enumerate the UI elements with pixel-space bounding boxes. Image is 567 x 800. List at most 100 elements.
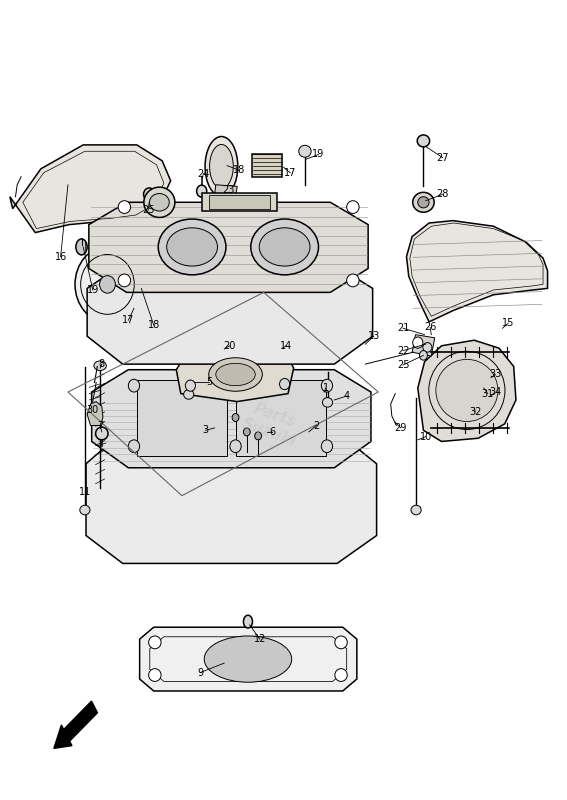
Text: 12: 12 [253, 634, 266, 644]
Polygon shape [235, 380, 326, 456]
Text: 5: 5 [206, 378, 212, 387]
Ellipse shape [259, 228, 310, 266]
Ellipse shape [150, 194, 169, 211]
Polygon shape [139, 627, 357, 691]
Ellipse shape [205, 137, 238, 196]
Ellipse shape [321, 440, 333, 453]
Ellipse shape [323, 398, 333, 407]
Text: 15: 15 [502, 318, 514, 329]
Text: 29: 29 [395, 423, 407, 433]
Ellipse shape [144, 187, 175, 218]
Text: 30: 30 [87, 406, 99, 415]
Ellipse shape [167, 228, 218, 266]
Ellipse shape [75, 246, 140, 322]
Text: 34: 34 [489, 387, 501, 397]
Text: 20: 20 [224, 341, 236, 350]
Text: 7: 7 [97, 421, 103, 430]
Text: 16: 16 [54, 251, 67, 262]
Polygon shape [252, 154, 282, 177]
Polygon shape [412, 334, 435, 356]
Text: 28: 28 [437, 190, 449, 199]
Text: 19: 19 [87, 285, 99, 295]
Polygon shape [209, 195, 270, 209]
Ellipse shape [210, 145, 233, 188]
Ellipse shape [197, 185, 207, 197]
Ellipse shape [346, 201, 359, 214]
Ellipse shape [418, 197, 429, 208]
Ellipse shape [128, 440, 139, 453]
Ellipse shape [149, 669, 161, 682]
Text: 17: 17 [284, 168, 297, 178]
Ellipse shape [184, 390, 194, 399]
Text: 27: 27 [437, 153, 449, 162]
Ellipse shape [185, 380, 196, 391]
Text: 24: 24 [197, 169, 210, 178]
Text: 9: 9 [197, 668, 203, 678]
Ellipse shape [143, 188, 155, 201]
Text: 21: 21 [397, 323, 409, 334]
Polygon shape [89, 202, 368, 292]
Ellipse shape [299, 146, 311, 158]
Ellipse shape [128, 379, 139, 392]
Text: 10: 10 [420, 432, 432, 442]
Ellipse shape [204, 636, 291, 682]
Text: 31: 31 [481, 389, 494, 398]
Ellipse shape [420, 350, 428, 360]
Ellipse shape [321, 379, 333, 392]
Ellipse shape [417, 135, 430, 147]
Polygon shape [202, 193, 277, 211]
Ellipse shape [76, 239, 87, 255]
Text: 14: 14 [280, 341, 293, 350]
Ellipse shape [280, 378, 290, 390]
Polygon shape [10, 145, 171, 233]
Ellipse shape [436, 359, 498, 422]
Ellipse shape [413, 192, 434, 212]
FancyArrow shape [54, 701, 98, 748]
Ellipse shape [255, 432, 261, 440]
Ellipse shape [96, 427, 108, 440]
Ellipse shape [346, 274, 359, 286]
Ellipse shape [149, 636, 161, 649]
Text: 22: 22 [397, 346, 409, 355]
Polygon shape [215, 185, 237, 197]
Text: 11: 11 [79, 486, 91, 497]
Polygon shape [137, 380, 227, 456]
Polygon shape [176, 348, 294, 402]
Text: 25: 25 [397, 360, 409, 370]
Ellipse shape [243, 428, 250, 436]
Polygon shape [418, 340, 516, 442]
Ellipse shape [335, 636, 347, 649]
Text: 1: 1 [323, 383, 329, 393]
Polygon shape [87, 265, 373, 364]
Polygon shape [92, 370, 371, 468]
Text: 8: 8 [99, 359, 105, 369]
Ellipse shape [232, 414, 239, 422]
Ellipse shape [100, 276, 115, 293]
Text: 6: 6 [269, 427, 275, 437]
Ellipse shape [80, 506, 90, 515]
Text: 18: 18 [234, 166, 246, 175]
Ellipse shape [335, 669, 347, 682]
Ellipse shape [209, 358, 263, 391]
Text: 18: 18 [147, 320, 160, 330]
Ellipse shape [251, 219, 319, 275]
Text: 17: 17 [122, 315, 134, 326]
Polygon shape [407, 221, 548, 322]
Ellipse shape [230, 440, 241, 453]
Ellipse shape [118, 274, 130, 286]
Ellipse shape [230, 379, 241, 392]
Text: 13: 13 [367, 331, 380, 342]
Text: 2: 2 [313, 421, 319, 430]
Text: 33: 33 [489, 370, 501, 379]
Ellipse shape [94, 361, 107, 370]
Ellipse shape [423, 342, 432, 352]
Text: 4: 4 [344, 391, 350, 401]
Polygon shape [87, 402, 103, 426]
Text: 3: 3 [202, 426, 209, 435]
Polygon shape [86, 432, 376, 563]
Ellipse shape [411, 506, 421, 515]
Text: Parts
Suzuki: Parts Suzuki [240, 399, 304, 449]
Ellipse shape [216, 363, 255, 386]
Ellipse shape [243, 615, 252, 628]
Text: 19: 19 [312, 150, 324, 159]
